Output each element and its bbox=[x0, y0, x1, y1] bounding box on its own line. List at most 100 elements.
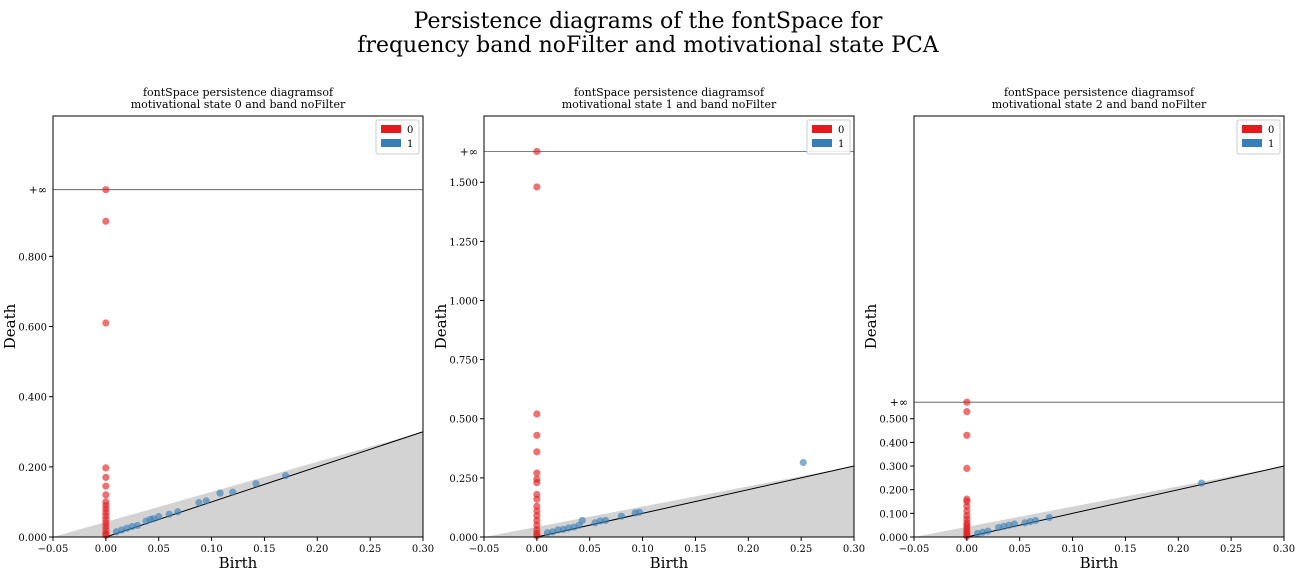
x-tick-label: −0.05 bbox=[899, 544, 930, 555]
chart-title-line-1: fontSpace persistence diagramsof bbox=[143, 86, 334, 99]
y-tick-label: 1.000 bbox=[449, 296, 478, 307]
y-tick-label: 0.000 bbox=[18, 533, 47, 544]
series-0-point bbox=[102, 482, 110, 490]
x-tick-label: 0.00 bbox=[95, 544, 117, 555]
x-tick-label: 0.30 bbox=[843, 544, 865, 555]
legend-label: 1 bbox=[407, 139, 413, 150]
chart-title-line-1: fontSpace persistence diagramsof bbox=[1004, 86, 1195, 99]
series-1-point bbox=[596, 517, 604, 525]
series-1-point bbox=[165, 510, 173, 518]
series-0-point bbox=[102, 186, 110, 194]
series-1-point bbox=[229, 488, 237, 496]
diagonal-line bbox=[966, 465, 1285, 538]
infinity-label: +∞ bbox=[460, 145, 478, 158]
series-0-point bbox=[963, 398, 971, 406]
series-1-point bbox=[1010, 520, 1019, 528]
y-tick-label: 0.800 bbox=[18, 252, 47, 263]
x-tick-label: −0.05 bbox=[469, 544, 500, 555]
y-axis-label: Death bbox=[1, 303, 19, 349]
y-tick-label: 1.500 bbox=[449, 178, 478, 189]
x-tick-label: 0.25 bbox=[790, 544, 812, 555]
series-0-point bbox=[963, 431, 971, 439]
series-0-point bbox=[102, 491, 110, 499]
x-tick-label: 0.25 bbox=[359, 544, 381, 555]
y-axis-label: Death bbox=[432, 303, 450, 349]
series-0-point bbox=[533, 448, 541, 456]
x-tick-label: 0.20 bbox=[306, 544, 328, 555]
series-0-point bbox=[533, 495, 541, 503]
x-axis-label: Birth bbox=[650, 554, 689, 572]
chart-panel-1: fontSpace persistence diagramsofmotivati… bbox=[432, 86, 865, 572]
infinity-label: +∞ bbox=[29, 184, 47, 197]
series-0-point bbox=[963, 532, 971, 540]
legend-swatch bbox=[1242, 139, 1262, 147]
legend-label: 1 bbox=[1268, 139, 1274, 150]
series-0-point bbox=[533, 431, 541, 439]
x-tick-label: 0.00 bbox=[526, 544, 548, 555]
chart-title-line-1: fontSpace persistence diagramsof bbox=[574, 86, 765, 99]
x-tick-label: 0.15 bbox=[684, 544, 706, 555]
series-0-point bbox=[963, 408, 971, 416]
series-1-point bbox=[202, 497, 210, 505]
x-tick-label: 0.05 bbox=[1009, 544, 1031, 555]
series-0-point bbox=[533, 410, 541, 418]
plot-frame bbox=[483, 115, 855, 538]
y-tick-label: 0.750 bbox=[449, 356, 478, 367]
chart-panel-2: fontSpace persistence diagramsofmotivati… bbox=[862, 86, 1295, 572]
series-0-point bbox=[102, 473, 110, 481]
series-1-point bbox=[252, 480, 260, 488]
x-tick-label: 0.15 bbox=[1114, 544, 1136, 555]
series-1-point bbox=[635, 508, 644, 516]
series-1-point bbox=[174, 508, 182, 516]
series-0-point bbox=[102, 464, 110, 472]
x-tick-label: 0.10 bbox=[631, 544, 653, 555]
chart-title-line-2: motivational state 2 and band noFilter bbox=[992, 98, 1207, 111]
series-1-point bbox=[216, 489, 224, 497]
x-tick-label: 0.20 bbox=[1167, 544, 1189, 555]
y-tick-label: 0.300 bbox=[879, 462, 908, 473]
below-diagonal-region bbox=[914, 466, 1284, 537]
series-1-point bbox=[1197, 479, 1206, 487]
legend-swatch bbox=[1242, 125, 1262, 133]
legend-label: 1 bbox=[838, 139, 844, 150]
series-1-point bbox=[799, 458, 807, 467]
y-tick-label: 0.250 bbox=[449, 474, 478, 485]
x-axis-label: Birth bbox=[1080, 554, 1119, 572]
series-0-point bbox=[533, 183, 541, 191]
series-0-point bbox=[102, 319, 110, 327]
series-1-point bbox=[554, 526, 562, 534]
series-1-point bbox=[1045, 514, 1053, 522]
x-tick-label: 0.10 bbox=[200, 544, 222, 555]
series-1-point bbox=[1031, 516, 1040, 525]
chart-title-line-2: motivational state 0 and band noFilter bbox=[131, 98, 346, 111]
y-axis-label: Death bbox=[862, 303, 880, 349]
chart-panels: fontSpace persistence diagramsofmotivati… bbox=[1, 86, 1295, 572]
series-1-point bbox=[578, 516, 586, 525]
y-tick-label: 0.200 bbox=[879, 486, 908, 497]
x-tick-label: 0.00 bbox=[956, 544, 978, 555]
series-0-point bbox=[533, 147, 541, 156]
y-tick-label: 0.500 bbox=[879, 415, 908, 426]
series-1-point bbox=[195, 499, 203, 507]
y-tick-label: 0.500 bbox=[449, 415, 478, 426]
below-diagonal-region bbox=[53, 431, 423, 537]
y-tick-label: 0.400 bbox=[18, 393, 47, 404]
x-tick-label: 0.30 bbox=[412, 544, 434, 555]
series-1-point bbox=[281, 472, 290, 480]
legend-label: 0 bbox=[838, 125, 844, 136]
plot-frame bbox=[913, 115, 1285, 538]
series-0-point bbox=[533, 532, 541, 540]
y-tick-label: 0.000 bbox=[449, 533, 478, 544]
chart-panel-0: fontSpace persistence diagramsofmotivati… bbox=[1, 86, 434, 572]
x-tick-label: 0.30 bbox=[1273, 544, 1295, 555]
x-tick-label: 0.10 bbox=[1061, 544, 1083, 555]
figure-title-line-2: frequency band noFilter and motivational… bbox=[357, 33, 939, 58]
legend-label: 0 bbox=[407, 125, 413, 136]
legend-swatch bbox=[812, 139, 832, 147]
x-tick-label: 0.25 bbox=[1220, 544, 1242, 555]
x-tick-label: 0.05 bbox=[148, 544, 170, 555]
y-tick-label: 0.200 bbox=[18, 463, 47, 474]
y-tick-label: 0.100 bbox=[879, 509, 908, 520]
x-tick-label: −0.05 bbox=[38, 544, 69, 555]
